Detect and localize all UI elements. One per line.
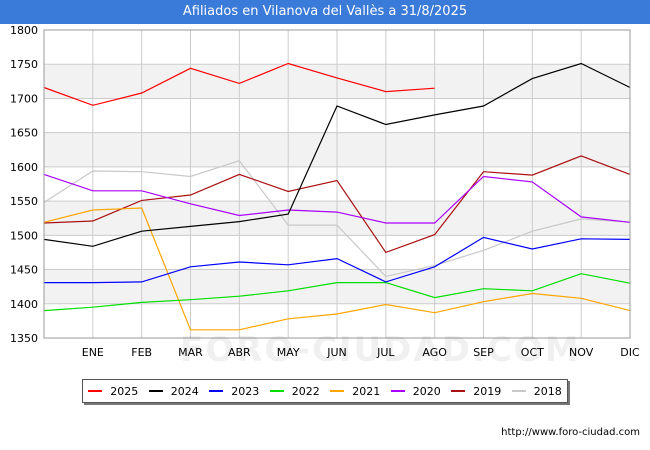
x-tick-label: SEP [473, 346, 494, 359]
chart-title: Afiliados en Vilanova del Vallès a 31/8/… [0, 0, 650, 24]
x-tick-label: DIC [620, 346, 640, 359]
y-tick-label: 1350 [10, 332, 38, 345]
y-tick-label: 1650 [10, 127, 38, 140]
x-tick-label: FEB [131, 346, 152, 359]
series-line-2025 [43, 62, 435, 106]
x-tick-label: NOV [569, 346, 594, 359]
legend-label: 2021 [352, 384, 381, 398]
footer-url: http://www.foro-ciudad.com [501, 427, 640, 438]
y-tick-label: 1500 [10, 229, 38, 242]
y-tick-label: 1450 [10, 264, 38, 277]
x-tick-label: MAR [178, 346, 203, 359]
y-tick-label: 1750 [10, 58, 38, 71]
chart-legend: 2025 2024 2023 2022 2021 2020 2019 2018 [82, 379, 568, 403]
legend-label: 2022 [291, 384, 320, 398]
legend-item-2023: 2023 [209, 385, 259, 398]
x-tick-label: AGO [422, 346, 447, 359]
legend-item-2025: 2025 [88, 385, 138, 398]
legend-label: 2023 [231, 384, 260, 398]
legend-swatch [451, 390, 466, 392]
legend-swatch [269, 390, 284, 392]
series-line-2024 [43, 62, 631, 247]
series-line-2022 [43, 273, 631, 312]
legend-label: 2025 [110, 384, 139, 398]
legend-swatch [511, 390, 526, 392]
x-tick-label: MAY [277, 346, 300, 359]
legend-swatch [209, 390, 224, 392]
line-chart: 1350 1400 1450 1500 1550 1600 1650 1700 1750 1800… [10, 24, 640, 359]
legend-swatch [390, 390, 405, 392]
plot-border [43, 29, 631, 339]
legend-label: 2020 [412, 384, 441, 398]
legend-item-2022: 2022 [269, 384, 320, 398]
x-tick-label: OCT [521, 346, 544, 359]
series-line-2018 [43, 159, 631, 278]
watermark: FORO-CIUDAD.COM [180, 330, 581, 370]
x-tick-label: ENE [82, 346, 104, 359]
series-line-2019 [43, 155, 631, 254]
legend-swatch [88, 390, 103, 392]
legend-swatch [148, 390, 163, 392]
x-tick-label: ABR [228, 346, 251, 359]
y-tick-label: 1550 [10, 195, 38, 208]
series-line-2020 [43, 173, 631, 224]
legend-item-2018: 2018 [511, 384, 562, 398]
legend-swatch [330, 390, 345, 392]
y-tick-label: 1400 [10, 298, 38, 311]
series-line-2023 [44, 236, 631, 284]
legend-label: 2018 [533, 384, 562, 398]
series-line-2021 [43, 207, 631, 331]
x-tick-label: JUN [326, 346, 347, 359]
legend-label: 2019 [473, 384, 502, 398]
y-tick-label: 1800 [10, 24, 38, 37]
legend-item-2024: 2024 [148, 384, 199, 398]
legend-item-2020: 2020 [390, 384, 441, 398]
y-tick-label: 1700 [10, 92, 38, 105]
x-tick-label: JUL [376, 346, 395, 359]
legend-label: 2024 [170, 384, 199, 398]
legend-item-2021: 2021 [330, 385, 380, 398]
legend-item-2019: 2019 [451, 385, 501, 398]
y-tick-label: 1600 [10, 161, 38, 174]
